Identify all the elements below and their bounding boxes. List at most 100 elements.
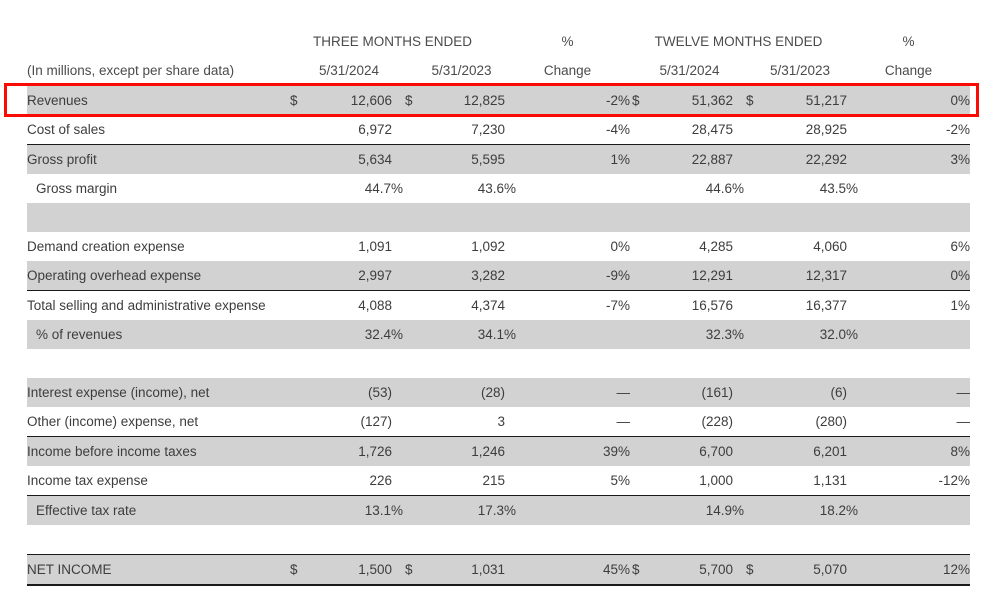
- value-q1: 6,972: [358, 122, 392, 137]
- percent-value: 17.3%: [477, 503, 517, 518]
- currency-symbol: $: [290, 93, 298, 108]
- currency-symbol: [630, 174, 646, 203]
- col-change-y: Change: [884, 63, 933, 78]
- value-q2: 7,230: [471, 122, 506, 137]
- header-spacer: [392, 56, 418, 86]
- value-q2: 43.6%: [418, 174, 516, 203]
- percent-value: 43.5%: [819, 181, 859, 196]
- percent-value: 32.0%: [819, 327, 859, 342]
- row-label: Total selling and administrative expense: [27, 298, 266, 313]
- value-q2: 3,282: [471, 268, 506, 283]
- currency-symbol: [733, 145, 753, 175]
- pct-header-q: %: [561, 34, 574, 49]
- spacer-cell: [27, 349, 970, 378]
- value-q1: 226: [369, 473, 392, 488]
- percent-value: 43.6%: [477, 181, 517, 196]
- change-q: -7%: [606, 298, 631, 313]
- value-y2: (6): [830, 385, 848, 400]
- row-label: Income tax expense: [27, 473, 148, 488]
- currency-symbol: [630, 320, 646, 349]
- currency-symbol: $: [632, 93, 640, 108]
- row-label: Demand creation expense: [27, 239, 185, 254]
- value-q1: 1,500: [358, 562, 392, 577]
- table-row-other-income-expense: Other (income) expense, net (127) 3 — (2…: [27, 407, 971, 437]
- value-q2: 17.3%: [418, 496, 516, 526]
- col-y-2023: 5/31/2023: [769, 63, 831, 78]
- change-q: -9%: [606, 268, 631, 283]
- percent-value: 13.1%: [364, 503, 403, 518]
- currency-symbol: [733, 261, 753, 291]
- change-y: -12%: [938, 473, 971, 488]
- currency-symbol: [280, 232, 306, 261]
- percent-value: 32.4%: [364, 327, 403, 342]
- header-spacer: [630, 56, 646, 86]
- value-y1: 22,887: [691, 152, 734, 167]
- value-q2: 1,031: [471, 562, 506, 577]
- currency-symbol: [630, 291, 646, 321]
- three-months-header: THREE MONTHS ENDED: [313, 34, 473, 49]
- value-y2: 16,377: [805, 298, 848, 313]
- currency-symbol: [392, 437, 418, 467]
- currency-symbol: [733, 437, 753, 467]
- change-q: [505, 174, 630, 203]
- row-label: Effective tax rate: [36, 503, 137, 518]
- change-q: 45%: [602, 562, 631, 577]
- change-q: —: [616, 414, 631, 429]
- pct-header-y: %: [902, 34, 915, 49]
- row-label: Operating overhead expense: [27, 268, 202, 283]
- value-y2: 43.5%: [753, 174, 858, 203]
- change-y: —: [956, 414, 971, 429]
- value-y2: 51,217: [805, 93, 848, 108]
- table-row-income-before-taxes: Income before income taxes 1,726 1,246 3…: [27, 436, 971, 467]
- currency-symbol: [280, 115, 306, 145]
- change-y: 8%: [950, 444, 971, 459]
- value-q2: 3: [497, 414, 506, 429]
- value-q2: 4,374: [471, 298, 506, 313]
- value-y1: 6,700: [699, 444, 734, 459]
- table-row-pct-of-revenues: % of revenues 32.4% 34.1% 32.3% 32.0%: [27, 320, 971, 349]
- percent-value: 32.3%: [705, 327, 745, 342]
- value-y1: (161): [701, 385, 734, 400]
- spacer-cell: [27, 525, 970, 555]
- value-q2: (28): [481, 385, 506, 400]
- currency-symbol: [630, 437, 646, 467]
- value-q2: 34.1%: [418, 320, 516, 349]
- table-row-interest-expense: Interest expense (income), net (53) (28)…: [27, 378, 971, 407]
- currency-symbol: [630, 115, 646, 145]
- value-y1: 5,700: [699, 562, 734, 577]
- percent-value: 18.2%: [819, 503, 859, 518]
- currency-symbol: [280, 437, 306, 467]
- row-label: Gross profit: [27, 152, 97, 167]
- table-row-net-income: NET INCOME $ 1,500 $ 1,031 45% $ 5,700 $…: [27, 554, 971, 585]
- table-row-total-sga: Total selling and administrative expense…: [27, 291, 970, 321]
- currency-symbol: [630, 496, 646, 526]
- change-y: [847, 320, 970, 349]
- currency-symbol: [392, 232, 418, 261]
- currency-symbol: [392, 115, 418, 145]
- value-y1: 51,362: [691, 93, 734, 108]
- change-y: 6%: [950, 239, 971, 254]
- currency-symbol: [630, 232, 646, 261]
- value-q1: (53): [367, 385, 392, 400]
- change-q: 39%: [602, 444, 631, 459]
- value-y2: 12,317: [805, 268, 848, 283]
- currency-symbol: [733, 466, 753, 496]
- currency-symbol: [280, 407, 306, 437]
- value-y1: 1,000: [699, 473, 734, 488]
- value-y2: 32.0%: [753, 320, 858, 349]
- currency-symbol: [392, 378, 418, 407]
- currency-symbol: [280, 174, 306, 203]
- row-label: Other (income) expense, net: [27, 414, 199, 429]
- currency-symbol: $: [746, 93, 754, 108]
- currency-symbol: $: [405, 562, 413, 577]
- table-row-income-tax-expense: Income tax expense 226 215 5% 1,000 1,13…: [27, 466, 971, 496]
- currency-symbol: [280, 466, 306, 496]
- value-q1: 13.1%: [306, 496, 403, 526]
- period-header-row: THREE MONTHS ENDED % TWELVE MONTHS ENDED…: [27, 27, 970, 56]
- percent-value: 14.9%: [705, 503, 745, 518]
- value-y2: 18.2%: [753, 496, 858, 526]
- row-label: Interest expense (income), net: [27, 385, 210, 400]
- currency-symbol: [630, 407, 646, 437]
- change-y: 1%: [950, 298, 971, 313]
- table-row-operating-overhead: Operating overhead expense 2,997 3,282 -…: [27, 261, 971, 291]
